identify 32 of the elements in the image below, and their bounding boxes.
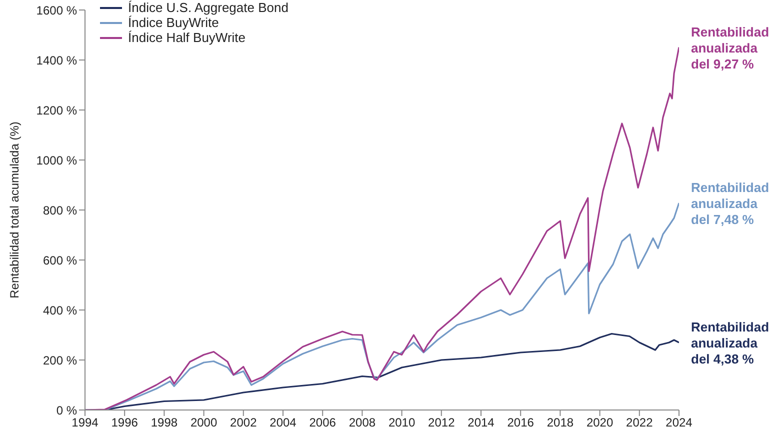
y-tick-label: 1400 % [36,53,78,68]
y-tick-label: 1000 % [36,153,78,168]
y-axis-title: Rentabilidad total acumulada (%) [7,122,22,298]
x-tick-label: 1994 [72,416,99,430]
x-tick-label: 2008 [348,416,376,430]
text: Rentabilidad anualizada del 9,27 % [691,24,770,72]
y-tick-label: 800 % [42,203,78,218]
y-tick-label: 0 % [56,403,78,418]
y-tick-label: 1600 % [36,3,78,18]
x-tick-label: 2022 [626,416,654,430]
x-tick-label: 1998 [150,416,178,430]
y-tick-label: 400 % [42,303,78,318]
x-tick-label: 2004 [270,416,297,430]
legend-label: Índice Half BuyWrite [128,30,246,45]
x-tick-label: 2018 [546,416,574,430]
y-tick-label: 600 % [42,253,78,268]
text: Rentabilidad anualizada del 4,38 % [691,320,770,366]
y-tick-label: 1200 % [36,103,78,118]
x-tick-label: 2000 [190,416,218,430]
x-tick-label: 2014 [468,416,495,430]
x-tick-label: 2024 [666,416,693,430]
legend-label: Índice U.S. Aggregate Bond [128,0,288,15]
x-tick-label: 2002 [230,416,258,430]
y-tick-label: 200 % [42,353,78,368]
legend-label: Índice BuyWrite [128,15,219,30]
x-tick-label: 2020 [586,416,614,430]
x-tick-label: 2016 [507,416,534,430]
x-tick-label: 1996 [111,416,138,430]
text: Rentabilidad anualizada del 7,48 % [691,180,770,227]
x-tick-label: 2010 [388,416,416,430]
x-tick-label: 2012 [428,416,456,430]
x-tick-label: 2006 [309,416,336,430]
